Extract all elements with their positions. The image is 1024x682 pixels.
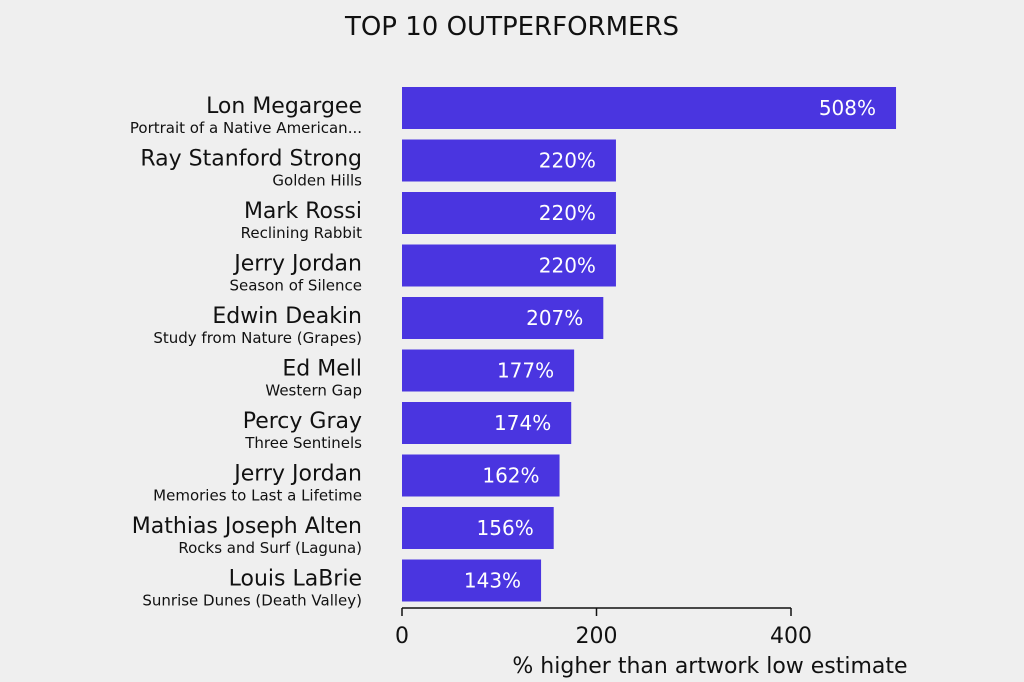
bar-value-label: 220%: [539, 254, 596, 278]
artist-label: Mathias Joseph Alten: [132, 514, 362, 539]
bar: [402, 349, 575, 392]
artist-label: Ed Mell: [282, 357, 362, 382]
bar: [402, 559, 542, 602]
x-axis-label: % higher than artwork low estimate: [512, 654, 907, 679]
bar: [402, 139, 616, 182]
bars-group: 508% 220% 220% 220% 207% 177% 174% 162% 156% 143%: [402, 87, 897, 602]
bar-value-label: 143%: [464, 569, 521, 593]
artwork-label: Three Sentinels: [244, 434, 362, 452]
artwork-label: Reclining Rabbit: [241, 224, 363, 242]
artwork-label: Sunrise Dunes (Death Valley): [142, 592, 362, 610]
bar: [402, 297, 604, 339]
artist-label: Edwin Deakin: [212, 304, 362, 329]
bar-value-label: 156%: [477, 516, 534, 540]
artist-label: Jerry Jordan: [232, 462, 362, 487]
bar: [402, 192, 616, 234]
x-tick-label: 400: [770, 624, 812, 649]
bar: [402, 87, 897, 129]
bar-value-label: 220%: [539, 201, 596, 225]
bar: [402, 402, 572, 444]
x-tick-label: 0: [395, 624, 409, 649]
artwork-label: Portrait of a Native American...: [130, 119, 362, 137]
artist-label: Jerry Jordan: [232, 252, 362, 277]
artist-label: Louis LaBrie: [229, 567, 362, 592]
artist-label: Mark Rossi: [244, 199, 362, 224]
artwork-label: Western Gap: [265, 382, 362, 400]
artwork-label: Season of Silence: [229, 277, 362, 295]
artwork-label: Golden Hills: [272, 172, 362, 190]
artist-label: Ray Stanford Strong: [140, 147, 362, 172]
artist-label: Percy Gray: [243, 409, 362, 434]
bar-value-label: 162%: [482, 464, 539, 488]
chart-title: TOP 10 OUTPERFORMERS: [344, 12, 679, 42]
bar: [402, 244, 616, 287]
bar-value-label: 174%: [494, 411, 551, 435]
bar-value-label: 207%: [526, 306, 583, 330]
x-tick-label: 200: [576, 624, 618, 649]
artist-label: Lon Megargee: [206, 94, 362, 119]
bar: [402, 454, 560, 497]
artwork-label: Memories to Last a Lifetime: [153, 487, 362, 505]
artwork-label: Study from Nature (Grapes): [153, 329, 362, 347]
bar-value-label: 508%: [819, 96, 876, 120]
x-axis: 0 200 400: [395, 607, 812, 649]
artwork-label: Rocks and Surf (Laguna): [178, 539, 362, 557]
bar-value-label: 220%: [539, 149, 596, 173]
bar-value-label: 177%: [497, 359, 554, 383]
bar: [402, 507, 554, 549]
